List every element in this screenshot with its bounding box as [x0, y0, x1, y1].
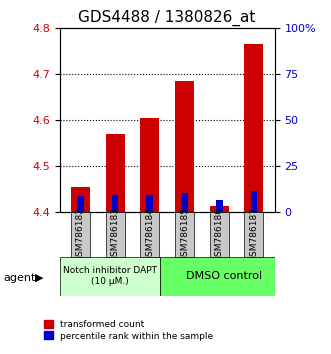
Bar	[77, 196, 84, 212]
Text: GSM786185: GSM786185	[180, 207, 189, 262]
FancyBboxPatch shape	[71, 212, 90, 257]
Bar	[216, 200, 222, 212]
Text: GSM786186: GSM786186	[215, 207, 224, 262]
Bar	[251, 191, 257, 212]
Text: ▶: ▶	[35, 273, 43, 283]
FancyBboxPatch shape	[60, 257, 160, 296]
Bar	[112, 195, 118, 212]
Bar	[106, 134, 125, 212]
FancyBboxPatch shape	[175, 212, 194, 257]
Bar	[146, 195, 153, 212]
Text: GSM786184: GSM786184	[145, 207, 154, 262]
Title: GDS4488 / 1380826_at: GDS4488 / 1380826_at	[78, 9, 256, 25]
Text: GSM786187: GSM786187	[250, 207, 259, 262]
Text: DMSO control: DMSO control	[186, 271, 262, 281]
Bar	[181, 193, 188, 212]
Bar	[244, 44, 263, 212]
FancyBboxPatch shape	[160, 257, 275, 296]
Bar	[175, 81, 194, 212]
Text: GSM786183: GSM786183	[111, 207, 119, 262]
FancyBboxPatch shape	[244, 212, 263, 257]
Text: GSM786182: GSM786182	[76, 207, 85, 262]
FancyBboxPatch shape	[106, 212, 125, 257]
Text: agent: agent	[3, 273, 36, 283]
Text: Notch inhibitor DAPT
(10 μM.): Notch inhibitor DAPT (10 μM.)	[63, 267, 157, 286]
FancyBboxPatch shape	[140, 212, 159, 257]
FancyBboxPatch shape	[210, 212, 229, 257]
Bar	[210, 206, 229, 212]
Bar	[71, 187, 90, 212]
Bar	[140, 118, 159, 212]
Legend: transformed count, percentile rank within the sample: transformed count, percentile rank withi…	[44, 320, 213, 341]
